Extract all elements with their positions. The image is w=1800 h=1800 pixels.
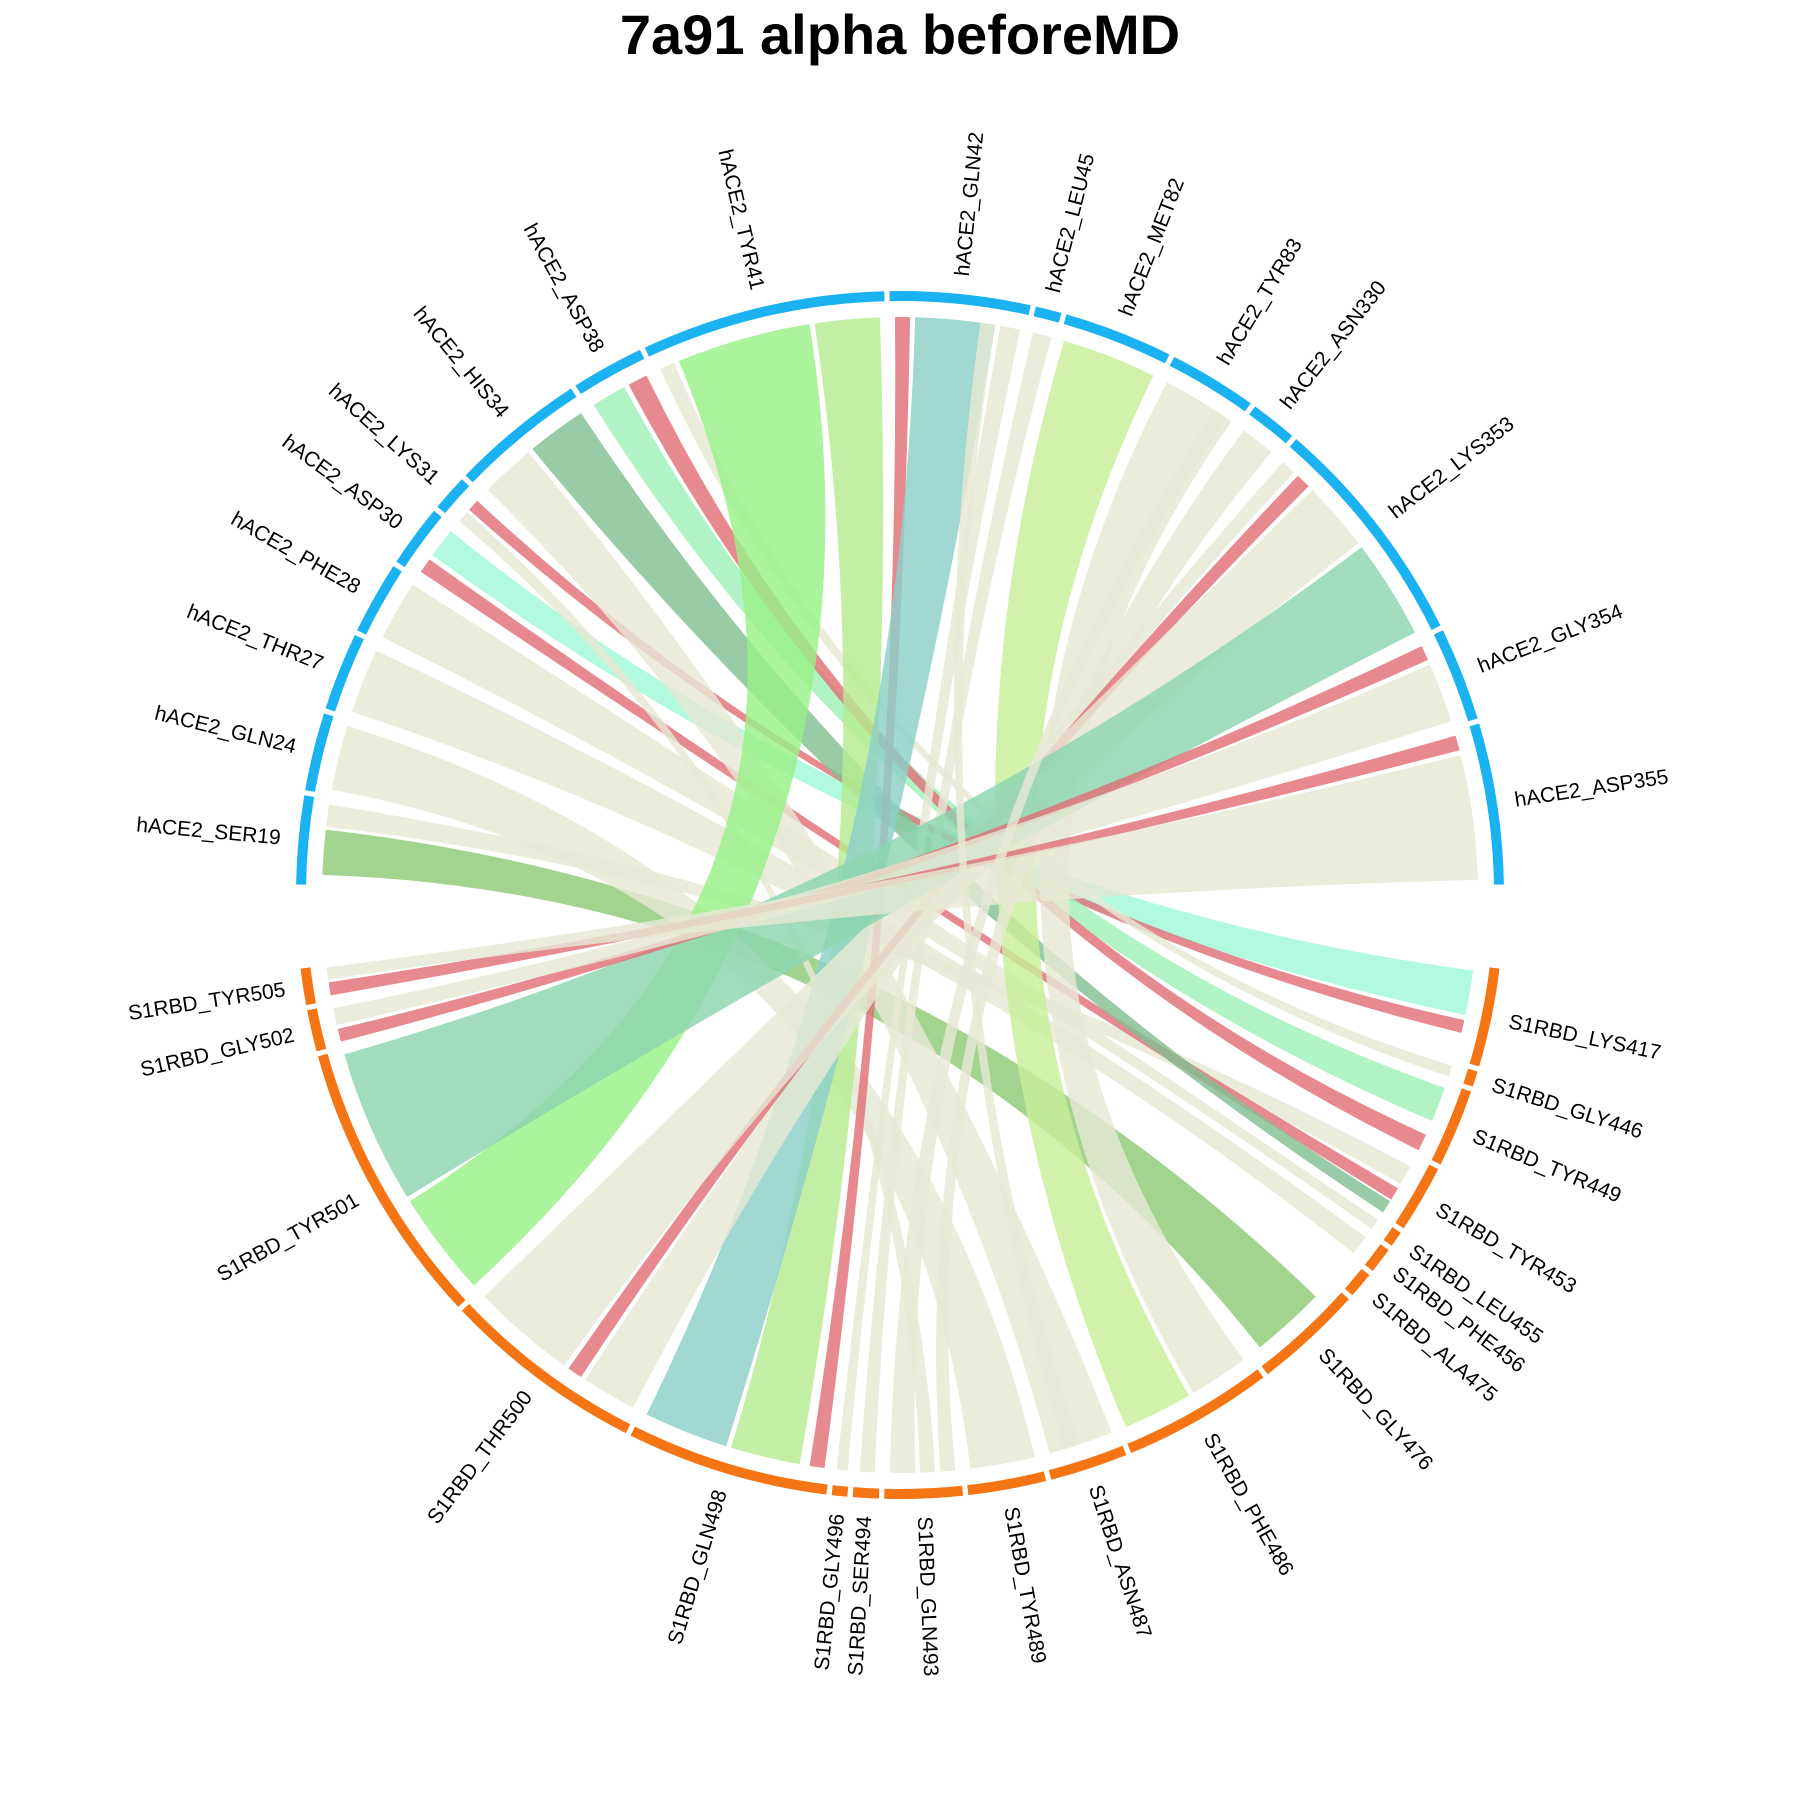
chord-link bbox=[585, 462, 1295, 1408]
sector-track bbox=[1033, 306, 1062, 323]
chord-link bbox=[532, 413, 1391, 1213]
chord-link bbox=[328, 735, 1460, 996]
sector-track bbox=[831, 1485, 849, 1497]
chord-link bbox=[326, 755, 1478, 980]
sector-label: hACE2_GLY354 bbox=[1475, 600, 1627, 678]
sector-label: hACE2_TYR41 bbox=[713, 147, 768, 292]
sector-track bbox=[1063, 314, 1170, 364]
sector-track bbox=[1433, 630, 1478, 722]
sector-track bbox=[1289, 439, 1441, 630]
sector-tracks bbox=[296, 290, 1504, 1499]
sector-track bbox=[357, 566, 402, 635]
sector-track bbox=[296, 795, 315, 885]
sector-label: hACE2_LEU45 bbox=[1042, 151, 1099, 295]
sector-track bbox=[630, 1426, 828, 1495]
sector-label: hACE2_SER19 bbox=[135, 813, 281, 849]
chord-link bbox=[836, 325, 1021, 1471]
sector-track bbox=[1469, 723, 1504, 885]
sector-label: hACE2_HIS34 bbox=[409, 302, 514, 422]
sector-label: S1RBD_PHE486 bbox=[1199, 1429, 1298, 1579]
sector-track bbox=[305, 713, 334, 792]
sector-track bbox=[1127, 1369, 1264, 1454]
sector-label: S1RBD_SER494 bbox=[844, 1515, 876, 1676]
sector-track bbox=[1431, 1088, 1472, 1165]
sector-label: hACE2_ASP355 bbox=[1513, 765, 1670, 811]
sector-track bbox=[437, 479, 470, 514]
sector-track bbox=[1249, 406, 1293, 444]
chord-link bbox=[995, 340, 1189, 1428]
sector-label: S1RBD_GLY502 bbox=[138, 1024, 296, 1082]
chord-link bbox=[859, 332, 1052, 1473]
sector-track bbox=[575, 349, 645, 395]
chord-link bbox=[351, 650, 1366, 1254]
sector-label: hACE2_GLN42 bbox=[951, 131, 988, 277]
sector-track bbox=[317, 1053, 466, 1307]
sector-track bbox=[852, 1487, 880, 1499]
sector-track bbox=[1395, 1164, 1439, 1229]
sector-label: S1RBD_THR500 bbox=[423, 1386, 537, 1528]
sector-track bbox=[325, 634, 364, 712]
sector-track bbox=[1169, 356, 1251, 412]
sector-track bbox=[1261, 1292, 1349, 1375]
sector-track bbox=[1344, 1268, 1370, 1296]
sector-track bbox=[884, 1485, 964, 1499]
sector-track bbox=[644, 291, 885, 357]
sector-label: S1RBD_TYR449 bbox=[1469, 1125, 1624, 1208]
chord-link bbox=[432, 531, 1474, 1016]
sector-label: hACE2_TYR83 bbox=[1213, 235, 1307, 370]
links-layer bbox=[322, 316, 1478, 1473]
chord-link bbox=[420, 559, 1399, 1200]
sector-track bbox=[300, 967, 316, 1006]
sector-label: S1RBD_GLN498 bbox=[664, 1487, 732, 1647]
sector-track bbox=[889, 290, 1031, 316]
sector-label: hACE2_ASP38 bbox=[519, 220, 609, 357]
chord-link bbox=[409, 324, 826, 1286]
sector-label: S1RBD_TYR501 bbox=[213, 1189, 363, 1287]
chord-link bbox=[331, 726, 1035, 1469]
sector-track bbox=[461, 1303, 631, 1434]
sector-track bbox=[307, 1008, 327, 1052]
sector-label: S1RBD_GLY446 bbox=[1489, 1074, 1646, 1144]
sector-track bbox=[1469, 967, 1500, 1067]
sector-label: hACE2_LYS353 bbox=[1385, 412, 1519, 523]
sector-label: S1RBD_TYR489 bbox=[999, 1505, 1050, 1665]
chord-link bbox=[809, 316, 911, 1469]
sector-label: hACE2_GLN24 bbox=[152, 702, 298, 759]
sector-label: S1RBD_GLN493 bbox=[913, 1516, 942, 1677]
sector-label: S1RBD_TYR505 bbox=[127, 978, 287, 1025]
chord-link bbox=[322, 829, 1316, 1348]
sector-track bbox=[396, 510, 442, 568]
chord-link bbox=[953, 322, 1079, 1450]
sector-track bbox=[1048, 1445, 1127, 1480]
sector-label: hACE2_PHE28 bbox=[227, 507, 364, 598]
sector-label: hACE2_THR27 bbox=[184, 600, 327, 675]
sector-label: S1RBD_GLY496 bbox=[810, 1513, 849, 1672]
sector-track bbox=[1383, 1227, 1401, 1246]
chord-link bbox=[333, 664, 1452, 1026]
chord-link bbox=[337, 646, 1429, 1042]
sector-label: S1RBD_ASN487 bbox=[1084, 1482, 1156, 1641]
chart-title: 7a91 alpha beforeMD bbox=[619, 3, 1181, 66]
sector-track bbox=[1364, 1244, 1389, 1271]
sector-label: hACE2_ASN330 bbox=[1276, 277, 1391, 414]
sector-track bbox=[967, 1471, 1047, 1496]
sector-track bbox=[1463, 1068, 1478, 1087]
chord-link bbox=[731, 317, 884, 1465]
chord-link bbox=[646, 317, 996, 1447]
sector-label: S1RBD_LYS417 bbox=[1507, 1010, 1663, 1064]
sector-track bbox=[465, 388, 577, 483]
sector-label: S1RBD_GLY476 bbox=[1314, 1344, 1438, 1475]
sector-label: hACE2_MET82 bbox=[1115, 175, 1189, 319]
